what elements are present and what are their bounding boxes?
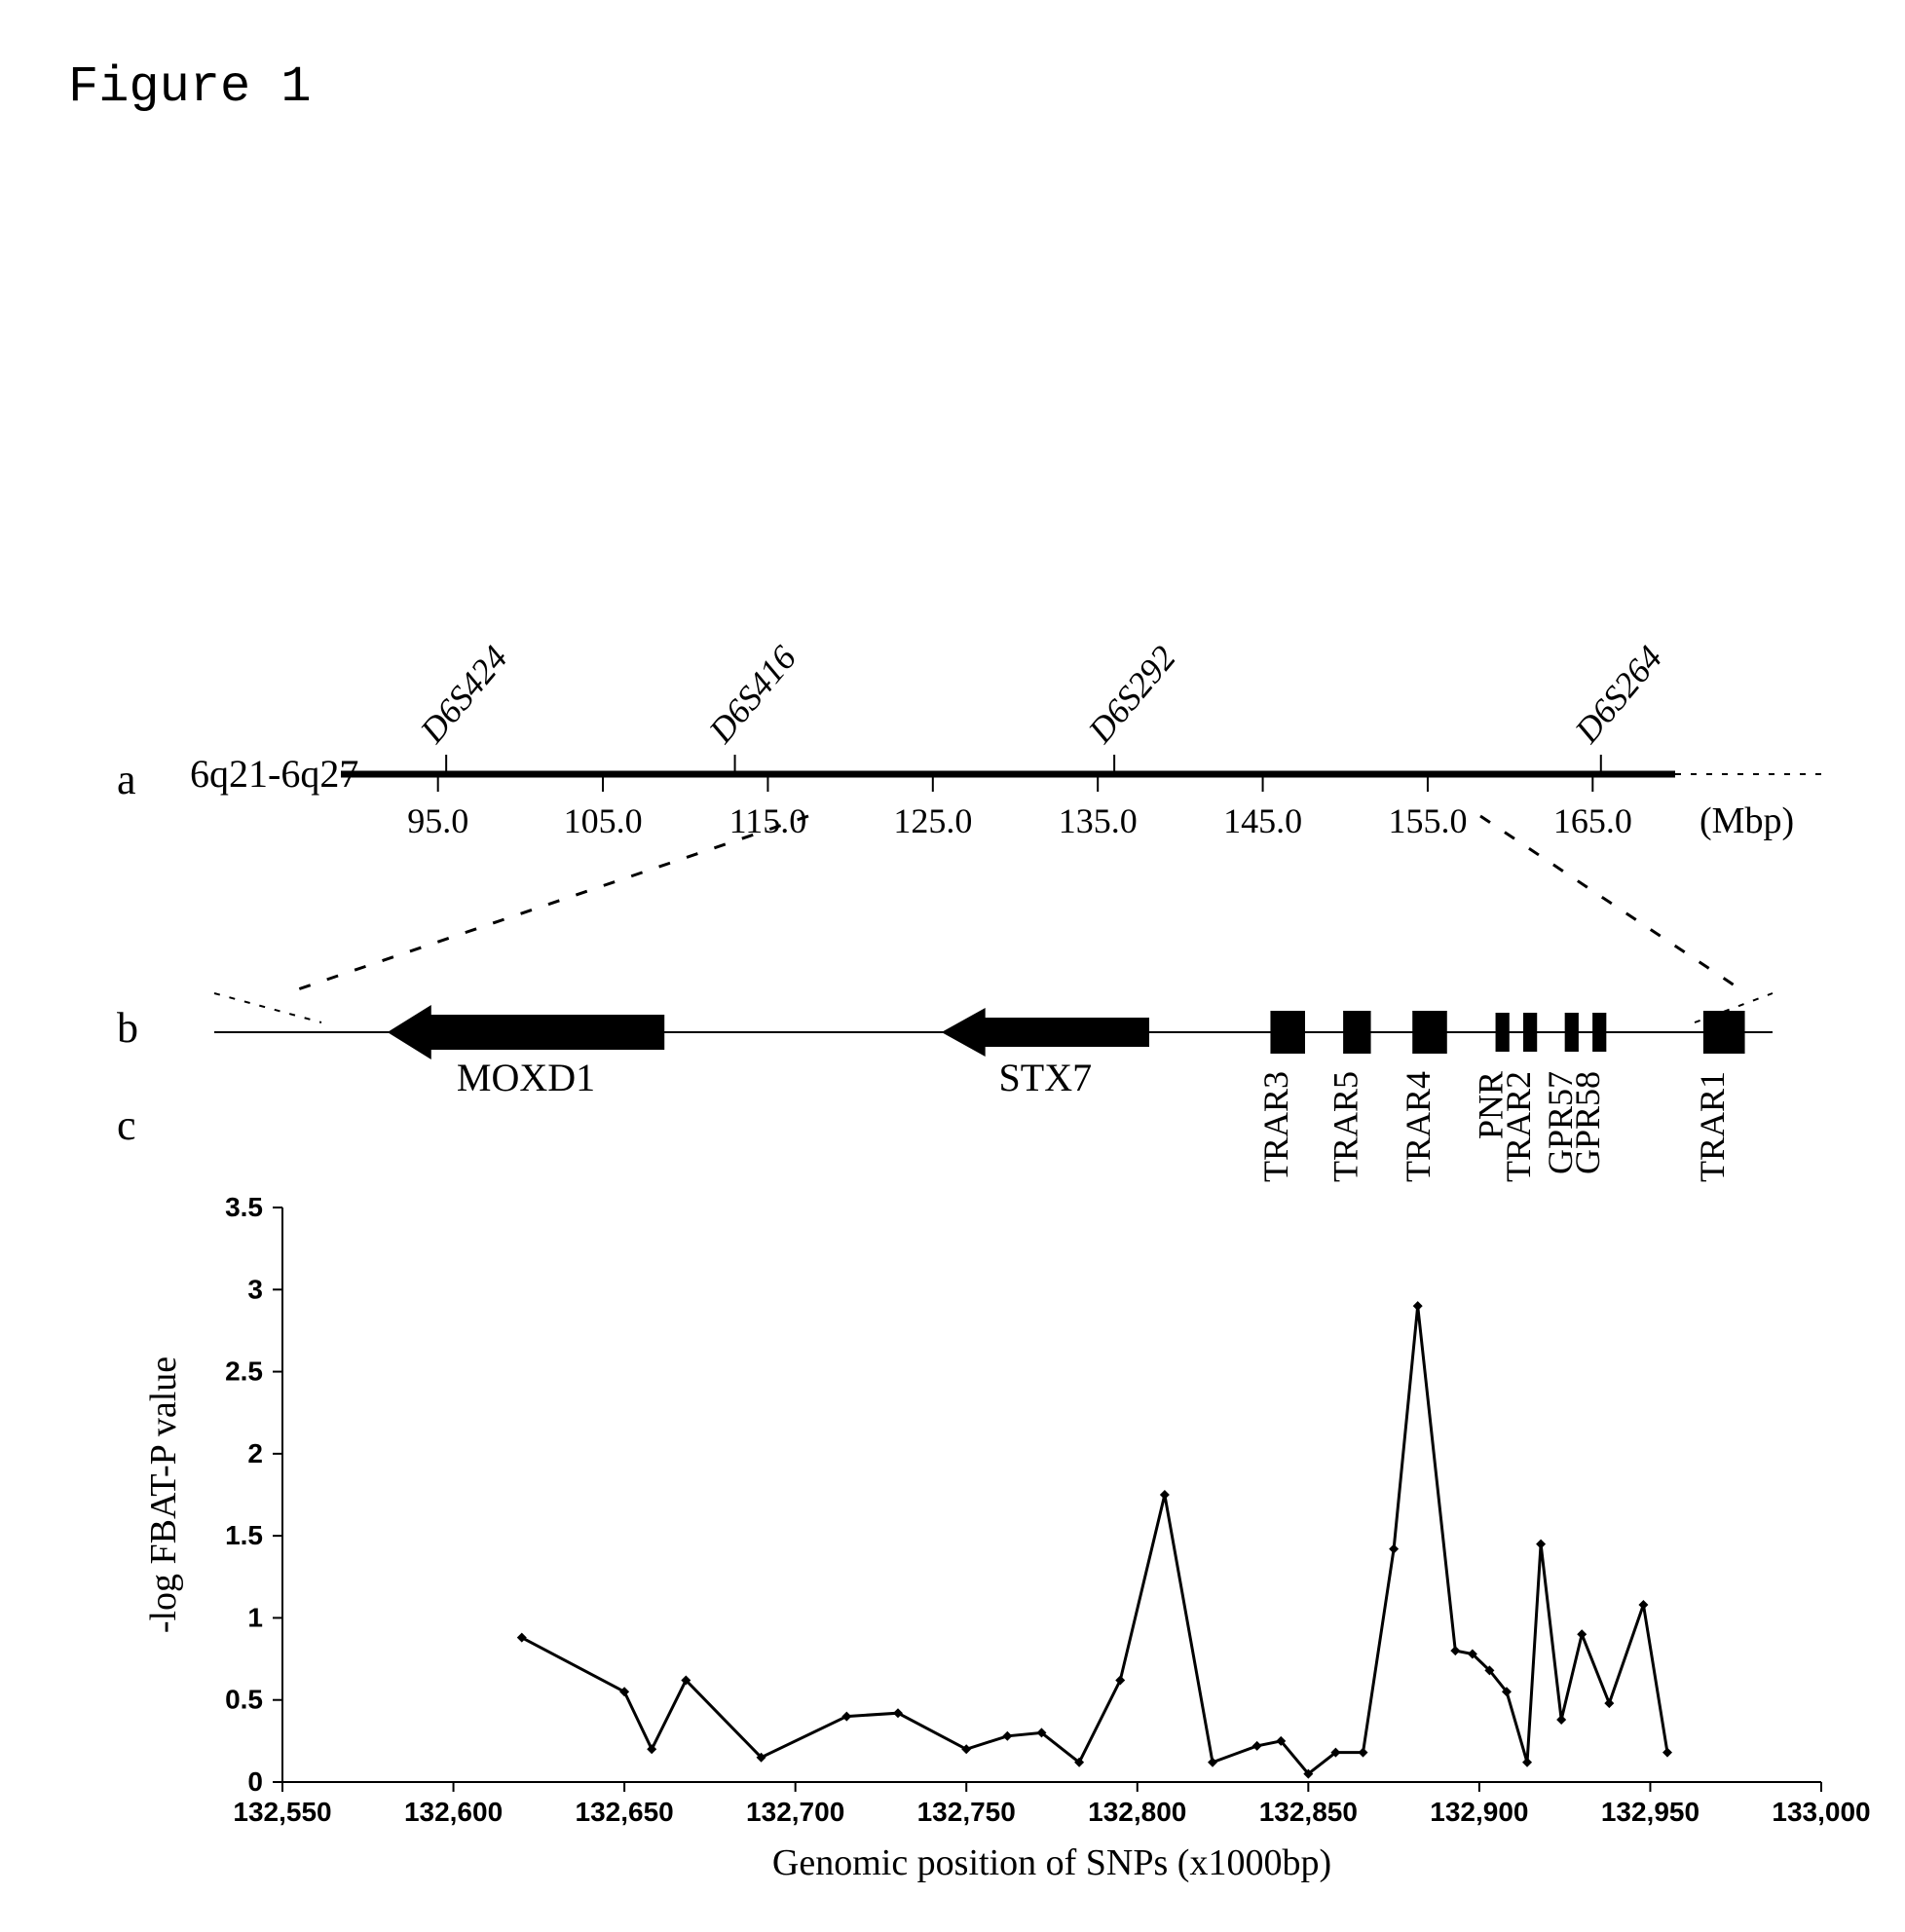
chart-x-tick-label: 132,800 xyxy=(1088,1797,1186,1827)
chart-x-tick-label: 132,650 xyxy=(576,1797,674,1827)
chart-x-tick-label: 132,950 xyxy=(1601,1797,1700,1827)
chart-point xyxy=(1536,1540,1546,1549)
gene-label-TRAR2: TRAR2 xyxy=(1499,1071,1538,1182)
gene-arrow-MOXD1 xyxy=(388,1005,664,1059)
gene-label-TRAR5: TRAR5 xyxy=(1326,1071,1364,1182)
chart-x-tick-label: 133,000 xyxy=(1772,1797,1870,1827)
panel-a-tick-label: 145.0 xyxy=(1223,801,1302,840)
chart-y-label: -log FBAT-P value xyxy=(143,1356,184,1633)
chart-x-tick-label: 132,900 xyxy=(1430,1797,1528,1827)
panel-a-tick-label: 125.0 xyxy=(893,801,972,840)
gene-label-TRAR1: TRAR1 xyxy=(1693,1071,1732,1182)
figure-svg: 6q21-6q27 (Mbp) 95.0 105.0 115.0 125.0 135.0 14… xyxy=(0,0,1905,1932)
gene-block-GPR58 xyxy=(1592,1013,1606,1052)
panel-a-tick-label: 95.0 xyxy=(407,801,468,840)
chart-y-tick-label: 3.5 xyxy=(225,1192,263,1222)
chart-point xyxy=(1556,1715,1566,1725)
chart-x-tick-label: 132,700 xyxy=(746,1797,844,1827)
marker-label-D6S416: D6S416 xyxy=(700,639,803,751)
chart-point xyxy=(1604,1698,1614,1708)
gene-block-TRAR4 xyxy=(1412,1011,1447,1054)
chart-x-tick-label: 132,750 xyxy=(917,1797,1016,1827)
chart-point xyxy=(1638,1600,1648,1610)
chart-y-tick-label: 2 xyxy=(247,1438,263,1468)
chart-point xyxy=(1577,1629,1587,1639)
gene-block-TRAR1 xyxy=(1703,1011,1745,1054)
panel-a-tick-label: 105.0 xyxy=(564,801,643,840)
chart-x-tick-label: 132,550 xyxy=(233,1797,331,1827)
gene-label-TRAR4: TRAR4 xyxy=(1399,1071,1438,1182)
gene-block-TRAR5 xyxy=(1343,1011,1370,1054)
chart-point xyxy=(647,1744,656,1754)
page: Figure 1 a b c 6q21-6q27(Mbp)95.0105.011… xyxy=(0,0,1905,1932)
chart-point xyxy=(1450,1646,1460,1655)
gene-label-GPR58: GPR58 xyxy=(1568,1071,1607,1174)
gene-block-GPR57 xyxy=(1565,1013,1579,1052)
panel-a-tick-label: 135.0 xyxy=(1059,801,1138,840)
marker-label-D6S292: D6S292 xyxy=(1080,639,1183,751)
gene-block-TRAR3 xyxy=(1270,1011,1305,1054)
zoom-line-right xyxy=(1480,816,1743,991)
gene-label-TRAR3: TRAR3 xyxy=(1256,1071,1295,1182)
chart-point xyxy=(1002,1731,1012,1741)
marker-label-D6S264: D6S264 xyxy=(1567,639,1670,751)
region-label: 6q21-6q27 xyxy=(190,752,358,796)
gene-label-STX7: STX7 xyxy=(999,1056,1093,1099)
mbp-unit-label: (Mbp) xyxy=(1700,800,1794,841)
chart-point xyxy=(1208,1758,1217,1767)
chart-y-tick-label: 1 xyxy=(247,1602,263,1632)
chart-line xyxy=(522,1306,1667,1773)
gene-block-TRAR2 xyxy=(1523,1013,1537,1052)
chart-point xyxy=(1662,1748,1672,1758)
chart-y-tick-label: 1.5 xyxy=(225,1520,263,1550)
panel-a-tick-label: 155.0 xyxy=(1388,801,1467,840)
chart-x-label: Genomic position of SNPs (x1000bp) xyxy=(772,1842,1331,1883)
chart-x-tick-label: 132,850 xyxy=(1259,1797,1358,1827)
gene-block-PNR xyxy=(1496,1013,1510,1052)
chart-point xyxy=(1389,1544,1399,1554)
chart-point xyxy=(1160,1490,1170,1500)
chart-point xyxy=(1413,1301,1423,1311)
zoom-line-left xyxy=(292,816,808,991)
gene-dash-left xyxy=(214,993,321,1022)
chart-x-tick-label: 132,600 xyxy=(404,1797,503,1827)
chart-point xyxy=(1252,1741,1262,1751)
panel-a-tick-label: 115.0 xyxy=(729,801,807,840)
chart-point xyxy=(1522,1758,1532,1767)
chart-point xyxy=(841,1712,851,1722)
chart-y-tick-label: 3 xyxy=(247,1274,263,1304)
chart-y-tick-label: 0 xyxy=(247,1766,263,1797)
chart-point xyxy=(1359,1748,1368,1758)
panel-a-tick-label: 165.0 xyxy=(1553,801,1632,840)
chart-point xyxy=(1115,1675,1125,1685)
gene-arrow-STX7 xyxy=(942,1008,1149,1057)
gene-label-MOXD1: MOXD1 xyxy=(457,1056,595,1099)
chart-y-tick-label: 2.5 xyxy=(225,1356,263,1387)
marker-label-D6S424: D6S424 xyxy=(412,639,515,751)
chart-y-tick-label: 0.5 xyxy=(225,1685,263,1715)
